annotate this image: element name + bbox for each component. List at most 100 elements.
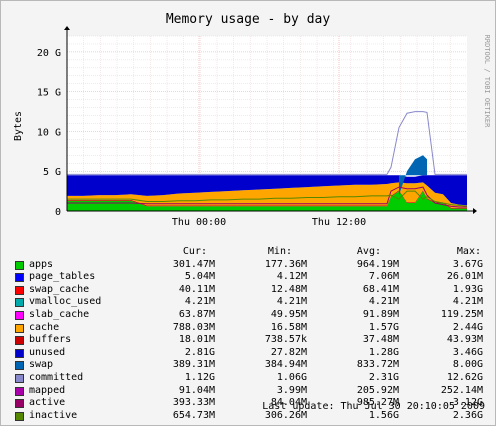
legend-min-value: 306.26M xyxy=(264,409,307,421)
legend-max-value: 12.62G xyxy=(446,371,483,383)
legend-avg-value: 833.72M xyxy=(356,359,399,371)
legend-max-value: 3.67G xyxy=(452,258,483,270)
legend-row-unused: unused 2.81G 27.82M 1.28G 3.46G xyxy=(15,347,493,360)
legend-row-active: active 393.33M 84.04M 985.27M 3.12G xyxy=(15,397,493,410)
line-committed xyxy=(67,111,467,175)
legend-min-value: 4.21M xyxy=(276,296,307,308)
legend-max-value: 2.44G xyxy=(452,321,483,333)
legend-min-value: 3.99M xyxy=(276,384,307,396)
legend-swatch xyxy=(15,310,24,320)
legend-swatch xyxy=(15,361,24,371)
legend-series-name: page_tables xyxy=(29,271,96,283)
last-update: Last update: Thu Jul 30 20:10:05 2009 xyxy=(262,401,485,412)
header-min: Min: xyxy=(267,246,292,257)
axes xyxy=(64,26,477,214)
legend-cur-value: 40.11M xyxy=(178,283,215,295)
legend-avg-value: 37.48M xyxy=(362,334,399,346)
legend-series-name: apps xyxy=(29,258,54,270)
legend-series-name: active xyxy=(29,397,66,409)
legend-cur-value: 1.12G xyxy=(184,371,215,383)
legend-series-name: slab_cache xyxy=(29,308,90,320)
legend-header: Cur: Min: Avg: Max: xyxy=(15,246,493,259)
legend-cur-value: 393.33M xyxy=(172,397,215,409)
legend-row-vmalloc-used: vmalloc_used 4.21M 4.21M 4.21M 4.21M xyxy=(15,296,493,309)
legend-avg-value: 964.19M xyxy=(356,258,399,270)
legend-avg-value: 1.56G xyxy=(368,409,399,421)
legend-cur-value: 5.04M xyxy=(184,271,215,283)
legend-swatch xyxy=(15,386,24,396)
legend-swatch xyxy=(15,336,24,346)
legend-max-value: 8.00G xyxy=(452,359,483,371)
legend-series-name: cache xyxy=(29,321,60,333)
legend-cur-value: 4.21M xyxy=(184,296,215,308)
legend-row-buffers: buffers 18.01M 738.57k 37.48M 43.93M xyxy=(15,334,493,347)
legend-avg-value: 68.41M xyxy=(362,283,399,295)
legend-avg-value: 205.92M xyxy=(356,384,399,396)
legend-cur-value: 788.03M xyxy=(172,321,215,333)
legend-min-value: 1.06G xyxy=(276,371,307,383)
legend-max-value: 4.21M xyxy=(452,296,483,308)
header-avg: Avg: xyxy=(356,246,381,257)
legend-min-value: 738.57k xyxy=(264,334,307,346)
header-cur: Cur: xyxy=(182,246,207,257)
legend-avg-value: 1.28G xyxy=(368,346,399,358)
legend-swatch xyxy=(15,260,24,270)
y-tick-label: 20 G xyxy=(37,48,61,59)
legend-swatch xyxy=(15,323,24,333)
legend-avg-value: 7.06M xyxy=(368,271,399,283)
legend-avg-value: 2.31G xyxy=(368,371,399,383)
legend-series-name: unused xyxy=(29,346,66,358)
legend-min-value: 12.48M xyxy=(270,283,307,295)
legend-max-value: 119.25M xyxy=(440,308,483,320)
legend-max-value: 26.01M xyxy=(446,271,483,283)
area-apps xyxy=(67,191,467,211)
y-axis-arrow xyxy=(64,26,70,30)
legend-swatch xyxy=(15,273,24,283)
legend-cur-value: 91.04M xyxy=(178,384,215,396)
y-tick-labels: 0 5 G 10 G 15 G 20 G xyxy=(37,48,61,218)
legend-max-value: 252.14M xyxy=(440,384,483,396)
x-tick-labels: Thu 00:00 Thu 12:00 xyxy=(172,217,366,228)
x-tick-label: Thu 12:00 xyxy=(312,217,366,228)
y-axis-label: Bytes xyxy=(13,111,24,141)
legend-row-slab-cache: slab_cache 63.87M 49.95M 91.89M 119.25M xyxy=(15,309,493,322)
legend-min-value: 84.04M xyxy=(270,397,307,409)
legend-series-name: mapped xyxy=(29,384,66,396)
legend-max-value: 2.36G xyxy=(452,409,483,421)
chart-title: Memory usage - by day xyxy=(166,12,331,27)
legend-cur-value: 301.47M xyxy=(172,258,215,270)
legend-row-committed: committed 1.12G 1.06G 2.31G 12.62G xyxy=(15,372,493,385)
legend-avg-value: 1.57G xyxy=(368,321,399,333)
legend-max-value: 3.12G xyxy=(452,397,483,409)
legend-min-value: 16.58M xyxy=(270,321,307,333)
legend-min-value: 177.36M xyxy=(264,258,307,270)
legend-cur-value: 63.87M xyxy=(178,308,215,320)
legend-row-swap-cache: swap_cache 40.11M 12.48M 68.41M 1.93G xyxy=(15,284,493,297)
y-tick-label: 5 G xyxy=(43,167,61,178)
legend-swatch xyxy=(15,348,24,358)
legend-series-name: buffers xyxy=(29,334,72,346)
legend-row-mapped: mapped 91.04M 3.99M 205.92M 252.14M xyxy=(15,385,493,398)
x-axis-arrow xyxy=(473,208,477,214)
legend-max-value: 1.93G xyxy=(452,283,483,295)
legend-series-name: inactive xyxy=(29,409,78,421)
line-inactive xyxy=(67,190,468,207)
legend-series-name: committed xyxy=(29,371,84,383)
legend-avg-value: 985.27M xyxy=(356,397,399,409)
rrdtool-watermark: RRDTOOL / TOBI OETIKER xyxy=(483,35,491,129)
legend-row-inactive: inactive 654.73M 306.26M 1.56G 2.36G xyxy=(15,410,493,423)
legend-row-cache: cache 788.03M 16.58M 1.57G 2.44G xyxy=(15,322,493,335)
legend-avg-value: 91.89M xyxy=(362,308,399,320)
legend-row-page-tables: page_tables 5.04M 4.12M 7.06M 26.01M xyxy=(15,271,493,284)
legend-min-value: 4.12M xyxy=(276,271,307,283)
line-active xyxy=(67,186,467,208)
legend-swatch xyxy=(15,285,24,295)
legend-max-value: 3.46G xyxy=(452,346,483,358)
legend-series-name: swap xyxy=(29,359,54,371)
y-tick-label: 0 xyxy=(55,207,61,218)
legend-min-value: 49.95M xyxy=(270,308,307,320)
legend-cur-value: 389.31M xyxy=(172,359,215,371)
area-unused xyxy=(67,175,467,206)
legend-series-name: swap_cache xyxy=(29,283,90,295)
legend-swatch xyxy=(15,298,24,308)
